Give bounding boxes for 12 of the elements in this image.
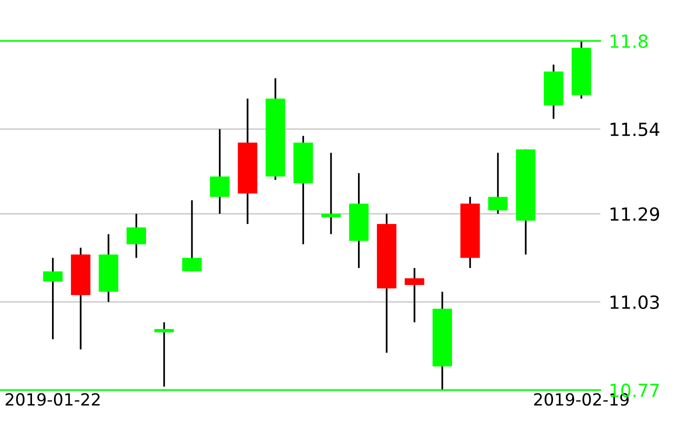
candlestick: [154, 321, 174, 388]
y-tick-label: 11.03: [610, 295, 659, 310]
candlestick: [404, 267, 424, 324]
candlestick: [488, 152, 508, 215]
x-tick-label: 2019-01-22: [6, 393, 100, 406]
y-tick-label: 11.29: [610, 207, 660, 221]
candlestick: [210, 128, 230, 215]
candlestick: [182, 199, 202, 272]
candlestick: [43, 257, 63, 340]
y-tick-label: 11.54: [610, 122, 660, 136]
candlestick: [126, 212, 146, 259]
y-tick-label: 11.8: [610, 34, 648, 48]
